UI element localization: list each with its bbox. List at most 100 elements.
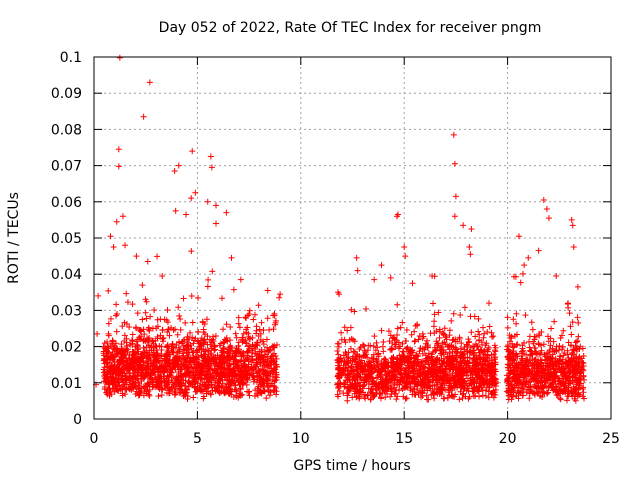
data-point — [119, 213, 126, 220]
data-point — [185, 378, 192, 385]
data-point — [146, 376, 153, 383]
data-point — [263, 395, 270, 402]
data-point — [128, 356, 135, 363]
data-point — [177, 326, 184, 333]
data-point — [266, 326, 273, 333]
data-point — [184, 350, 191, 357]
data-point — [117, 386, 124, 393]
chart-title: Day 052 of 2022, Rate Of TEC Index for r… — [159, 20, 542, 36]
data-point — [190, 394, 197, 401]
data-point — [160, 334, 167, 341]
data-point — [145, 364, 152, 371]
data-point — [150, 383, 157, 390]
data-point — [204, 283, 211, 290]
data-point — [139, 364, 146, 371]
data-point — [137, 328, 144, 335]
data-point — [235, 314, 242, 321]
data-point — [475, 328, 482, 335]
data-point — [221, 390, 228, 397]
data-point — [176, 312, 183, 319]
data-point — [198, 371, 205, 378]
data-point — [142, 338, 149, 345]
data-point — [116, 54, 123, 61]
data-point — [201, 340, 208, 347]
data-point — [127, 360, 134, 367]
y-tick-label: 0.02 — [51, 340, 82, 356]
data-point — [130, 373, 137, 380]
data-point — [194, 328, 201, 335]
data-point — [127, 361, 134, 368]
data-point — [246, 388, 253, 395]
data-point — [104, 343, 111, 350]
y-tick-label: 0.1 — [60, 50, 82, 66]
data-point — [142, 296, 149, 303]
y-tick-label: 0.07 — [51, 159, 82, 175]
data-point — [161, 378, 168, 385]
data-point — [213, 220, 220, 227]
data-point — [525, 254, 532, 261]
data-point — [156, 377, 163, 384]
data-point — [145, 336, 152, 343]
data-point — [244, 349, 251, 356]
data-point — [191, 376, 198, 383]
data-point — [272, 353, 279, 360]
data-point — [563, 397, 570, 404]
data-point — [225, 354, 232, 361]
data-point — [143, 358, 150, 365]
data-point — [199, 319, 206, 326]
data-point — [115, 146, 122, 153]
data-point — [154, 366, 161, 373]
data-point — [504, 343, 511, 350]
data-point — [158, 392, 165, 399]
data-point — [574, 314, 581, 321]
data-point — [545, 215, 552, 222]
data-point — [119, 345, 126, 352]
data-point — [257, 337, 264, 344]
data-point — [168, 369, 175, 376]
data-point — [140, 375, 147, 382]
data-point — [448, 317, 455, 324]
data-point — [164, 306, 171, 313]
data-point — [146, 79, 153, 86]
data-point — [211, 367, 218, 374]
data-point — [526, 395, 533, 402]
data-point — [172, 361, 179, 368]
data-point — [116, 357, 123, 364]
data-point — [264, 347, 271, 354]
data-point — [232, 357, 239, 364]
data-point — [153, 347, 160, 354]
data-point — [217, 363, 224, 370]
data-point — [387, 393, 394, 400]
data-point — [141, 347, 148, 354]
data-point — [560, 327, 567, 334]
data-point — [182, 392, 189, 399]
data-point — [186, 368, 193, 375]
y-tick-label: 0.04 — [51, 267, 82, 283]
data-point — [236, 324, 243, 331]
data-point — [164, 360, 171, 367]
data-point — [467, 251, 474, 258]
data-point — [145, 388, 152, 395]
data-point — [277, 291, 284, 298]
data-point — [203, 316, 210, 323]
data-point — [260, 327, 267, 334]
data-point — [492, 348, 499, 355]
data-point — [568, 331, 575, 338]
data-point — [177, 316, 184, 323]
data-point — [558, 332, 565, 339]
data-point — [274, 341, 280, 348]
data-point — [260, 341, 267, 348]
data-point — [144, 383, 151, 390]
data-point — [200, 357, 207, 364]
data-point — [191, 383, 198, 390]
data-point — [523, 351, 530, 358]
data-point — [144, 258, 151, 265]
data-point — [134, 310, 141, 317]
data-point — [156, 386, 163, 393]
data-point — [105, 320, 112, 327]
x-tick-label: 10 — [292, 431, 310, 447]
data-point — [212, 333, 219, 340]
data-point — [574, 337, 581, 344]
data-point — [198, 352, 205, 359]
data-point — [128, 386, 135, 393]
